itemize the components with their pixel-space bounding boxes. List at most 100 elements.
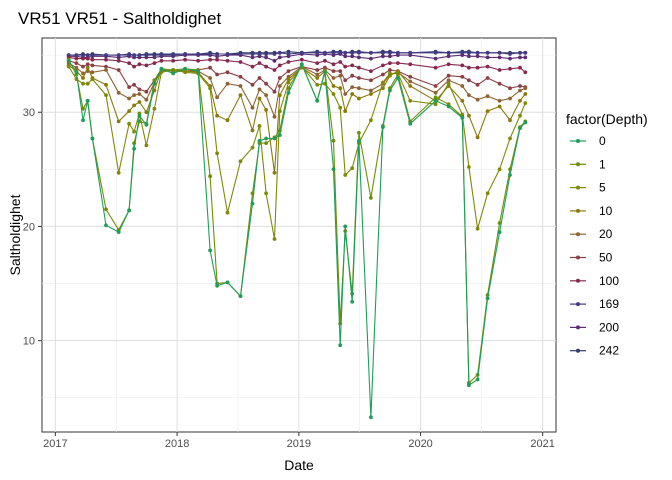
data-point — [132, 53, 137, 57]
data-point — [446, 104, 451, 109]
data-point — [264, 136, 268, 141]
legend-label: 20 — [599, 227, 613, 241]
data-point — [238, 60, 243, 64]
data-point — [357, 96, 361, 101]
data-point — [144, 122, 149, 127]
data-point — [343, 78, 348, 83]
data-point — [264, 108, 268, 112]
legend-item-242: 242 — [570, 344, 619, 358]
data-point — [315, 61, 320, 65]
data-point — [127, 121, 131, 126]
data-point — [331, 76, 336, 80]
data-point — [277, 109, 282, 113]
data-point — [171, 53, 176, 57]
data-point — [508, 66, 512, 71]
series-depth-10 — [66, 63, 528, 175]
data-point — [467, 78, 471, 83]
data-point — [315, 98, 320, 103]
data-point — [508, 52, 512, 56]
data-point — [208, 76, 213, 80]
data-point — [81, 118, 85, 123]
data-point — [277, 55, 282, 60]
data-point — [369, 56, 373, 61]
data-point — [152, 106, 157, 111]
data-point — [508, 118, 512, 123]
data-point — [116, 119, 121, 124]
data-point — [343, 50, 348, 55]
data-point — [74, 61, 79, 65]
data-point — [381, 72, 385, 77]
data-point — [433, 56, 438, 61]
data-point — [369, 88, 373, 93]
data-point — [116, 230, 121, 235]
data-point — [369, 69, 373, 73]
data-point — [238, 159, 243, 164]
data-point — [338, 60, 343, 64]
data-point — [350, 166, 355, 171]
data-point — [350, 73, 355, 78]
legend-key-point — [576, 208, 580, 213]
legend-item-50: 50 — [570, 251, 613, 265]
data-point — [523, 101, 528, 105]
data-point — [357, 65, 361, 70]
data-point — [277, 84, 282, 88]
legend-label: 0 — [599, 134, 606, 148]
data-point — [225, 58, 230, 63]
data-point — [331, 62, 336, 67]
data-point — [331, 50, 336, 55]
data-point — [81, 76, 85, 80]
data-point — [137, 92, 142, 96]
data-point — [338, 73, 343, 78]
data-point — [104, 64, 108, 69]
data-point — [215, 52, 220, 56]
data-point — [467, 383, 471, 388]
data-point — [137, 87, 142, 92]
data-point — [350, 92, 355, 96]
data-point — [408, 50, 413, 55]
data-point — [277, 76, 282, 80]
data-point — [485, 76, 490, 80]
data-point — [208, 86, 213, 91]
data-point — [225, 81, 230, 86]
data-point — [225, 280, 230, 285]
data-point — [225, 118, 230, 123]
data-point — [343, 92, 348, 96]
data-point — [460, 74, 465, 79]
data-point — [286, 77, 291, 81]
legend-item-1: 1 — [570, 157, 606, 171]
legend-label: 100 — [599, 274, 619, 288]
data-point — [144, 143, 149, 148]
legend-key-point — [576, 278, 580, 283]
data-point — [81, 64, 85, 69]
data-point — [215, 72, 220, 77]
data-point — [264, 52, 268, 56]
data-point — [286, 52, 291, 56]
data-point — [144, 97, 149, 102]
data-point — [74, 56, 79, 61]
data-point — [250, 105, 255, 110]
data-point — [518, 88, 522, 93]
legend-key-point — [576, 232, 580, 237]
legend-item-200: 200 — [570, 320, 619, 334]
data-point — [85, 65, 90, 70]
x-tick-label: 2018 — [165, 438, 189, 450]
data-point — [433, 65, 438, 70]
data-point — [127, 85, 131, 89]
data-point — [518, 65, 522, 70]
data-point — [250, 55, 255, 60]
data-point — [257, 61, 262, 65]
data-point — [272, 114, 277, 119]
data-point — [433, 90, 438, 95]
data-point — [381, 125, 385, 129]
data-point — [90, 53, 95, 57]
data-point — [66, 64, 71, 69]
series-depth-0 — [66, 58, 528, 420]
data-point — [250, 145, 255, 150]
data-point — [467, 113, 471, 118]
data-point — [523, 70, 528, 75]
data-point — [127, 109, 131, 113]
data-point — [369, 92, 373, 96]
legend-item-20: 20 — [570, 227, 613, 241]
legend-label: 5 — [599, 181, 606, 195]
data-point — [381, 63, 385, 68]
